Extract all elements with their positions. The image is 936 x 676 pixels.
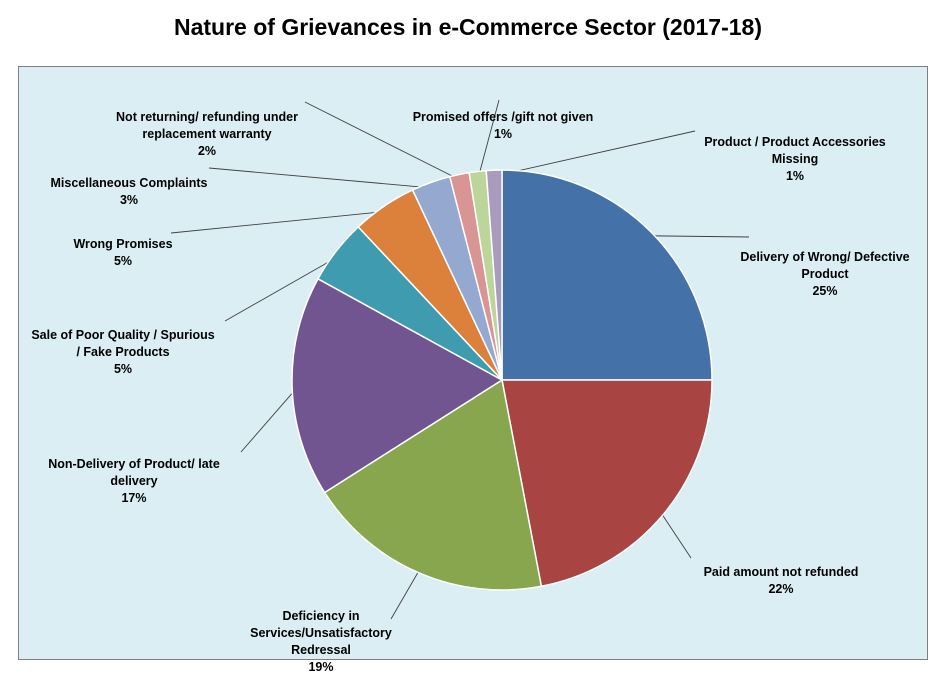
leader-line-5 <box>170 210 388 234</box>
leader-line-9 <box>494 130 696 177</box>
pie-chart <box>170 99 750 620</box>
pie-slice-3 <box>291 277 504 494</box>
pie-slice-9 <box>485 169 503 381</box>
label-wrong-promises: Wrong Promises 5% <box>73 237 173 268</box>
label-paid-amount-not-refunded: Paid amount not refunded 22% <box>703 565 859 596</box>
leader-line-0 <box>646 235 750 238</box>
pie-slice-0 <box>501 169 713 381</box>
label-delivery-wrong-defective: Delivery of Wrong/ Defective Product 25% <box>740 250 910 298</box>
leader-line-7 <box>304 101 461 181</box>
label-non-delivery: Non-Delivery of Product/ late delivery 17… <box>48 457 220 505</box>
chart-title: Nature of Grievances in e-Commerce Secto… <box>173 14 763 40</box>
leader-line-8 <box>477 99 500 178</box>
pie-slice-2 <box>323 378 543 591</box>
label-miscellaneous-complaints: Miscellaneous Complaints 3% <box>50 176 208 207</box>
label-deficiency-in-services: Deficiency in Services/Unsatisfactory Re… <box>250 609 392 674</box>
leader-line-2 <box>390 566 422 620</box>
plot-area: Delivery of Wrong/ Defective Product 25% … <box>18 66 928 674</box>
label-product-accessories-missing: Product / Product Accessories Missing 1% <box>704 135 886 183</box>
leader-line-1 <box>658 509 692 559</box>
label-sale-poor-quality: Sale of Poor Quality / Spurious / Fake P… <box>31 328 215 376</box>
leader-line-4 <box>224 254 342 322</box>
leader-line-6 <box>208 167 433 189</box>
label-promised-offers: Promised offers /gift not given 1% <box>412 110 594 141</box>
leader-line-3 <box>240 386 299 453</box>
pie-slice-1 <box>501 379 713 588</box>
label-not-returning-refunding: Not returning/ refunding under replaceme… <box>116 110 298 158</box>
